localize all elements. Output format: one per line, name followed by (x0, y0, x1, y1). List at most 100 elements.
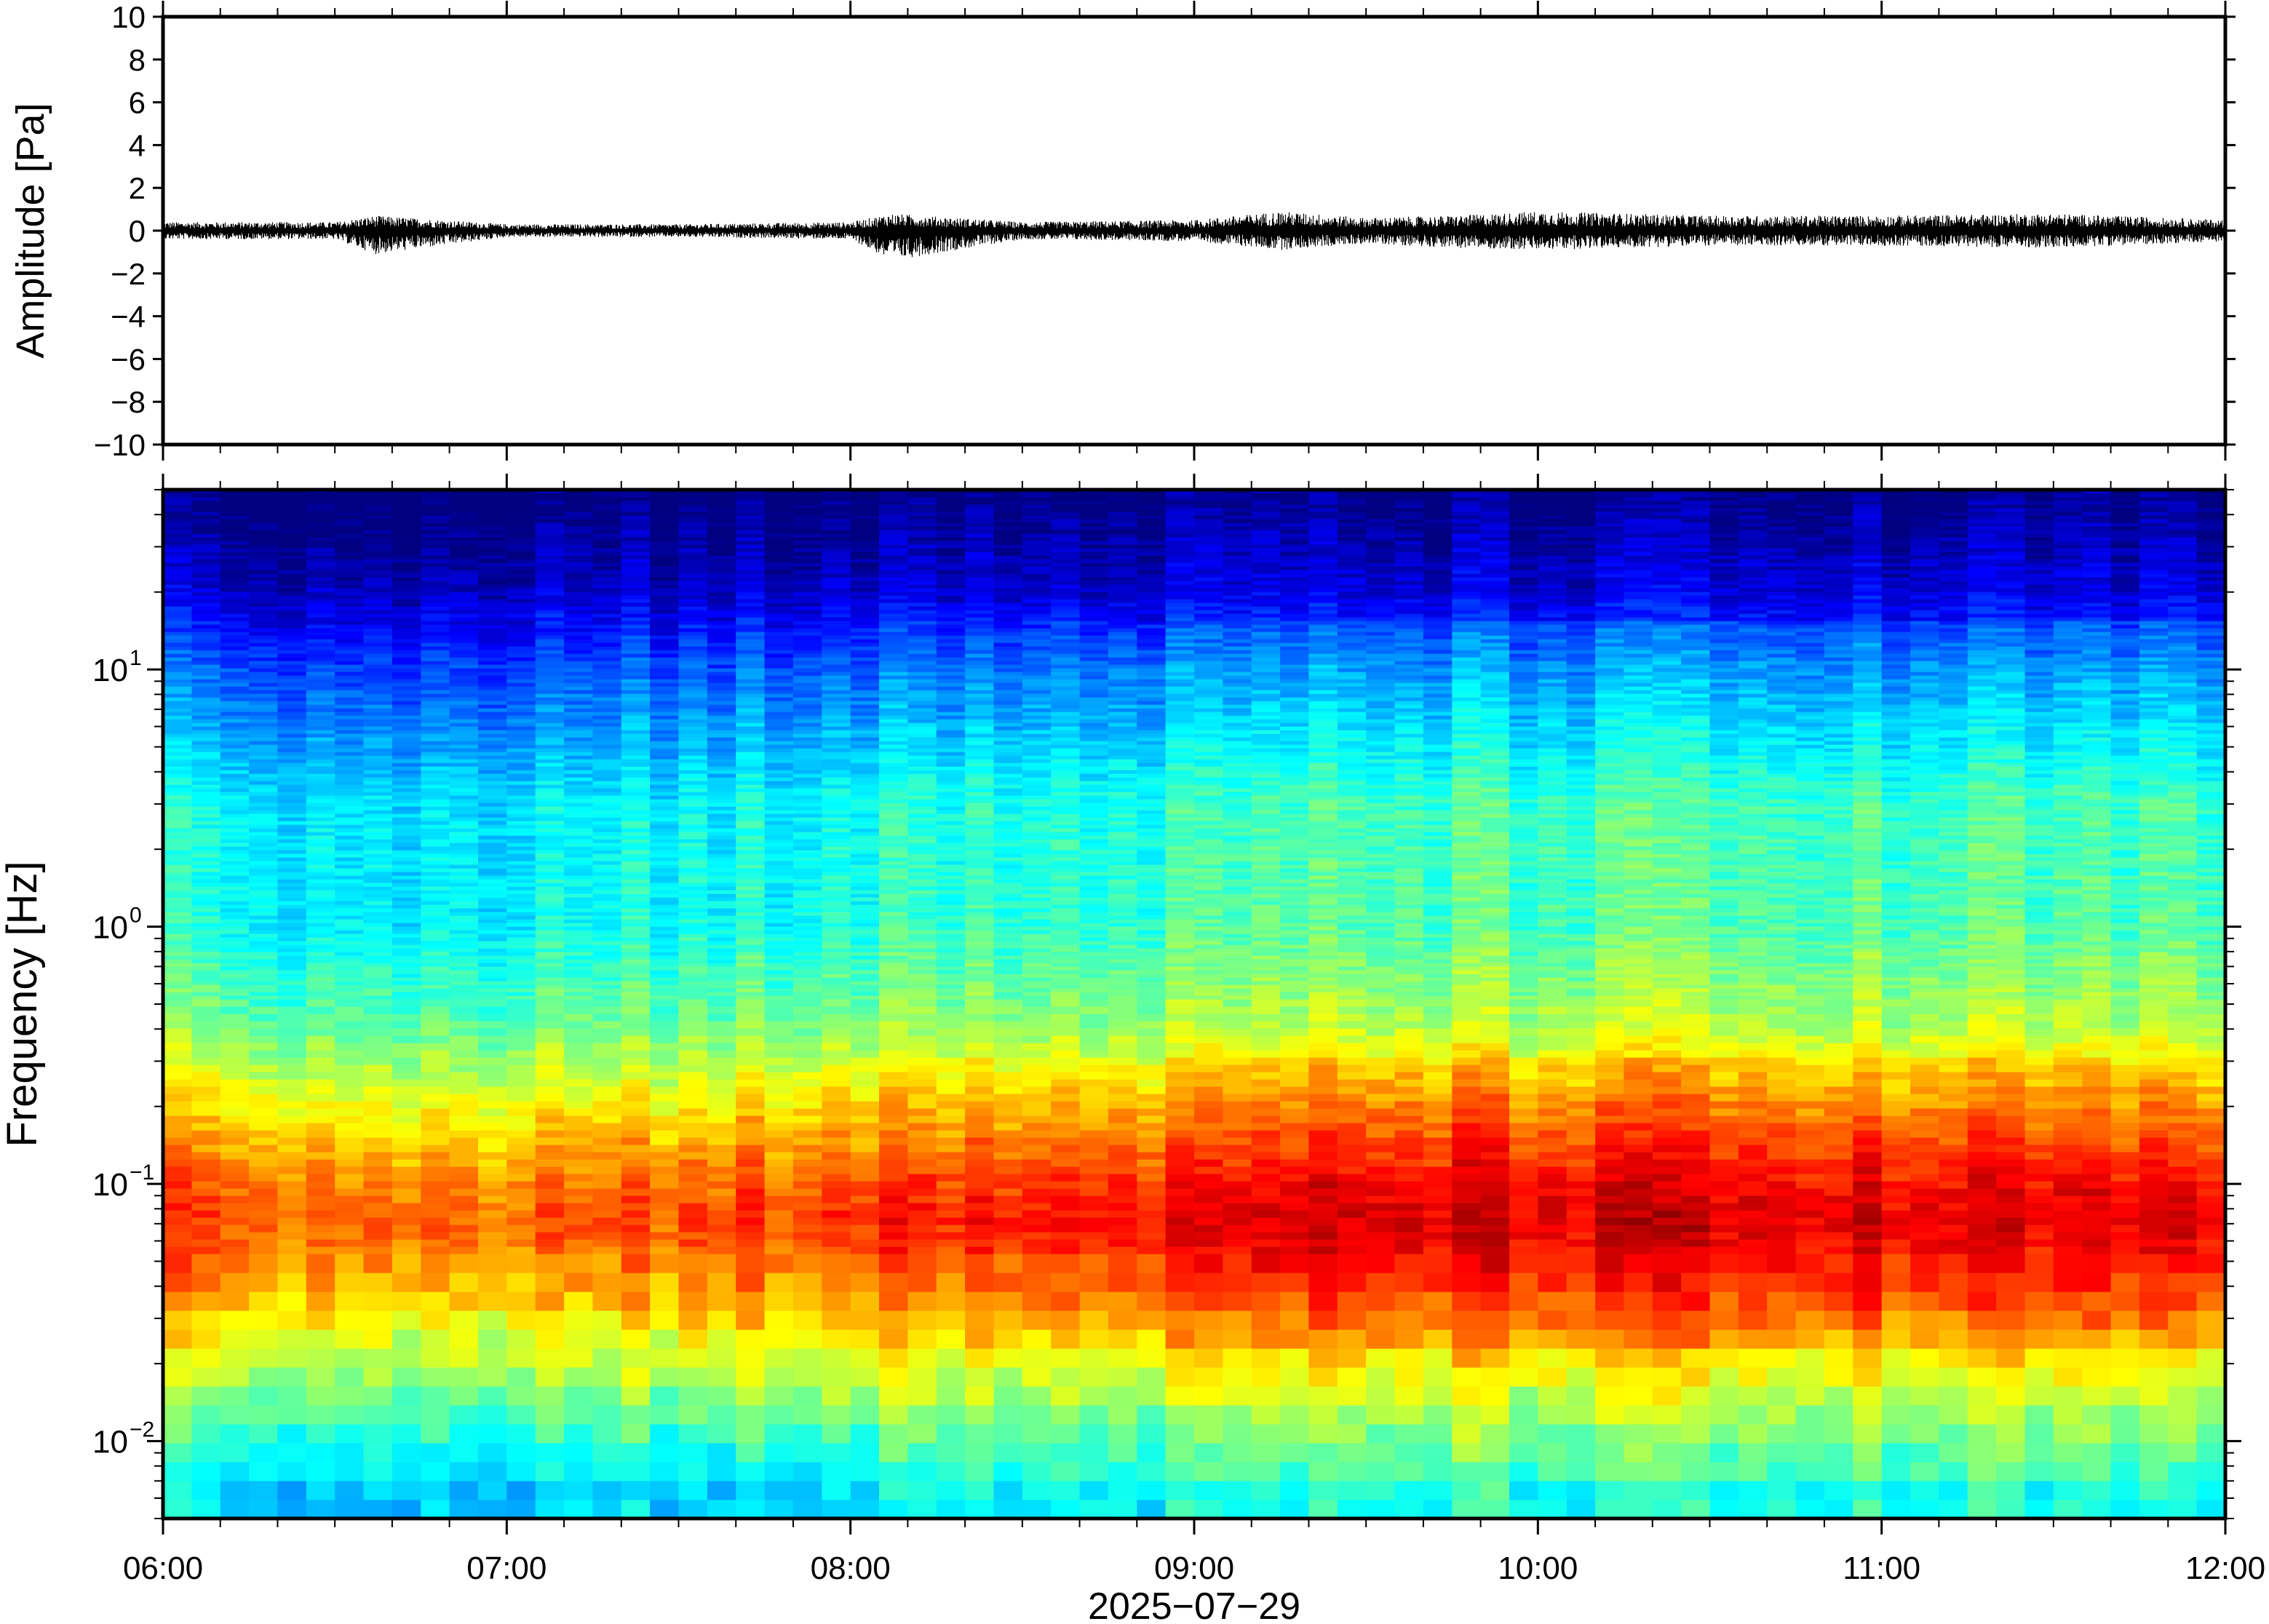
spectrogram-cell (564, 1108, 594, 1116)
spectrogram-cell (535, 784, 565, 789)
spectrogram-cell (306, 1021, 335, 1029)
spectrogram-cell (506, 1348, 536, 1368)
spectrogram-cell (306, 686, 335, 690)
spectrogram-cell (564, 522, 594, 527)
spectrogram-cell (478, 970, 508, 974)
spectrogram-cell (822, 653, 851, 658)
spectrogram-cell (335, 537, 365, 541)
spectrogram-cell (707, 512, 737, 516)
spectrogram-cell (249, 984, 279, 989)
spectrogram-cell (392, 759, 422, 763)
spectrogram-cell (392, 1462, 422, 1481)
spectrogram-cell (650, 748, 680, 752)
spectrogram-cell (220, 733, 250, 738)
spectrogram-cell (421, 1195, 450, 1203)
spectrogram-cell (707, 679, 737, 683)
spectrogram-cell (535, 955, 565, 960)
spectrogram-cell (335, 857, 365, 861)
spectrogram-cell (363, 963, 393, 967)
spectrogram-cell (191, 977, 221, 982)
spectrogram-cell (564, 817, 594, 821)
spectrogram-cell (650, 639, 680, 643)
spectrogram-cell (363, 570, 393, 574)
spectrogram-cell (879, 930, 909, 934)
spectrogram-cell (707, 708, 737, 712)
spectrogram-cell (306, 690, 335, 694)
spectrogram-cell (363, 1072, 393, 1080)
spectrogram-cell (621, 606, 651, 610)
spectrogram-cell (163, 675, 193, 680)
spectrogram-cell (535, 893, 565, 898)
spectrogram-cell (392, 966, 422, 971)
spectrogram-cell (392, 923, 422, 927)
spectrogram-cell (650, 821, 680, 825)
spectrogram-cell (792, 1123, 823, 1131)
spectrogram-cell (277, 1232, 307, 1240)
spectrogram-cell (363, 595, 393, 600)
spectrogram-cell (449, 1050, 479, 1058)
spectrogram-cell (277, 799, 307, 803)
spectrogram-cell (306, 864, 335, 869)
spectrogram-cell (650, 522, 680, 527)
spectrogram-cell (736, 846, 766, 851)
spectrogram-cell (564, 923, 594, 927)
spectrogram-cell (277, 1152, 307, 1160)
spectrogram-cell (421, 872, 450, 876)
spectrogram-cell (822, 988, 851, 992)
spectrogram-cell (421, 755, 450, 760)
spectrogram-cell (335, 679, 365, 683)
spectrogram-cell (736, 744, 766, 749)
spectrogram-cell (277, 1145, 307, 1153)
spectrogram-cell (249, 566, 279, 570)
spectrogram-cell (249, 493, 279, 498)
spectrogram-cell (707, 726, 737, 731)
spectrogram-cell (478, 955, 508, 960)
spectrogram-cell (879, 635, 909, 640)
spectrogram-cell (163, 1050, 193, 1058)
spectrogram-cell (564, 1021, 594, 1029)
spectrogram-cell (850, 934, 880, 938)
spectrogram-cell (650, 1225, 680, 1233)
spectrogram-cell (592, 853, 622, 858)
spectrogram-cell (363, 948, 393, 952)
spectrogram-cell (421, 661, 450, 665)
spectrogram-cell (879, 1050, 909, 1058)
spectrogram-cell (449, 592, 479, 596)
spectrogram-cell (564, 1043, 594, 1051)
spectrogram-cell (220, 639, 250, 643)
spectrogram-cell (678, 573, 708, 578)
spectrogram-cell (535, 984, 565, 989)
spectrogram-cell (792, 890, 823, 894)
spectrogram-cell (363, 1057, 393, 1065)
spectrogram-cell (191, 646, 221, 650)
spectrogram-cell (707, 588, 737, 592)
spectrogram-cell (421, 1329, 450, 1349)
spectrogram-cell (850, 806, 880, 811)
spectrogram-cell (678, 773, 708, 778)
spectrogram-cell (564, 1174, 594, 1182)
spectrogram-cell (879, 610, 909, 614)
spectrogram-cell (249, 1210, 279, 1218)
spectrogram-cell (621, 792, 651, 796)
spectrogram-cell (421, 588, 450, 592)
spectrogram-cell (421, 959, 450, 963)
spectrogram-cell (306, 824, 335, 829)
spectrogram-cell (535, 653, 565, 658)
spectrogram-cell (306, 682, 335, 687)
spectrogram-cell (879, 893, 909, 898)
spectrogram-cell (678, 704, 708, 709)
spectrogram-cell (163, 1079, 193, 1087)
spectrogram-cell (621, 1195, 651, 1203)
spectrogram-cell (363, 519, 393, 523)
spectrogram-cell (478, 904, 508, 909)
spectrogram-cell (621, 777, 651, 781)
spectrogram-cell (764, 635, 794, 640)
spectrogram-cell (191, 1159, 221, 1167)
spectrogram-cell (506, 744, 536, 749)
spectrogram-cell (736, 635, 766, 640)
spectrogram-cell (421, 1021, 450, 1029)
spectrogram-cell (335, 937, 365, 942)
spectrogram-cell (449, 544, 479, 549)
spectrogram-cell (764, 919, 794, 923)
spectrogram-cell (822, 883, 851, 887)
